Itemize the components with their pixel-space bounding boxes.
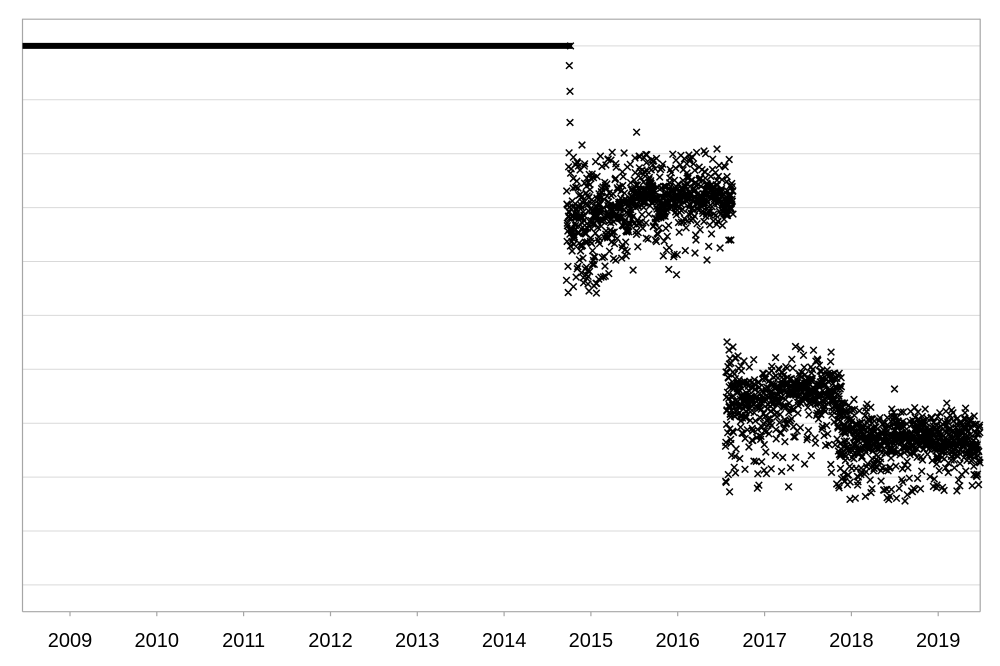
svg-text:2013: 2013 (395, 630, 440, 652)
svg-text:2017: 2017 (742, 630, 787, 652)
svg-text:2015: 2015 (569, 630, 614, 652)
svg-text:2016: 2016 (655, 630, 700, 652)
svg-text:2019: 2019 (916, 630, 961, 652)
svg-text:2012: 2012 (308, 630, 353, 652)
svg-text:2011: 2011 (222, 630, 265, 652)
svg-text:2010: 2010 (135, 630, 180, 652)
svg-text:2018: 2018 (829, 630, 874, 652)
svg-text:2009: 2009 (48, 630, 93, 652)
svg-text:2014: 2014 (482, 630, 527, 652)
